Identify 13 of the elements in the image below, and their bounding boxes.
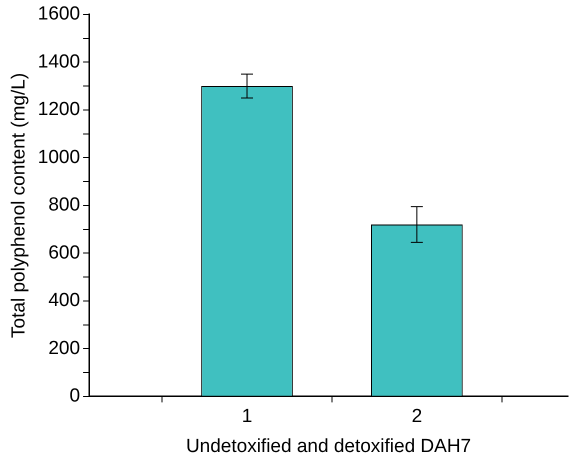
y-tick-label: 1400	[38, 51, 80, 72]
y-tick-label: 600	[48, 242, 80, 264]
y-axis-title: Total polyphenol content (mg/L)	[8, 72, 30, 338]
y-tick-label: 1200	[38, 99, 80, 120]
y-tick-label: 0	[69, 386, 80, 407]
y-tick-label: 800	[48, 194, 80, 216]
y-tick-label: 200	[48, 338, 80, 359]
x-tick-label: 1	[242, 406, 252, 428]
x-tick-label: 2	[412, 406, 422, 428]
y-tick-label: 1000	[38, 146, 80, 168]
x-axis-title: Undetoxified and detoxified DAH7	[186, 436, 472, 457]
y-tick-label: 1600	[38, 4, 80, 25]
y-tick-label: 400	[48, 290, 80, 312]
